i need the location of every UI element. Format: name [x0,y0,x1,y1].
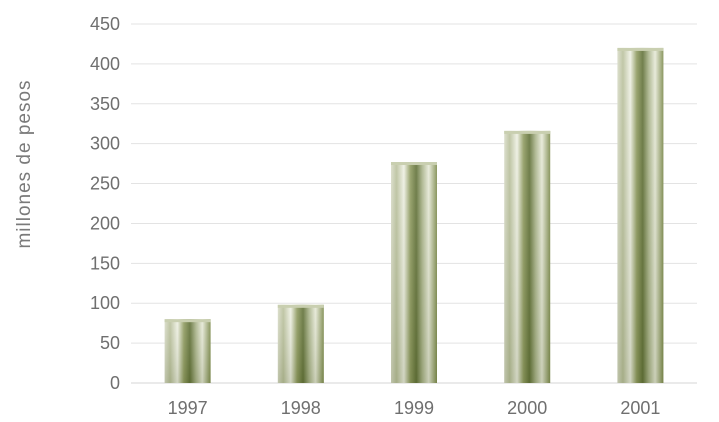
bar-cap [391,162,437,165]
x-tick-label: 1997 [168,398,208,418]
y-axis-title: millones de pesos [14,79,35,248]
y-tick-label: 0 [110,373,120,393]
bar-cap [165,319,211,322]
bar-shade [617,48,663,383]
y-tick-label: 250 [90,174,120,194]
bar-shade [165,319,211,383]
x-tick-label: 2000 [507,398,547,418]
y-tick-label: 300 [90,134,120,154]
x-tick-label: 2001 [620,398,660,418]
y-axis-tick-labels: 0 50 100 150 200 250 300 350 400 450 [90,14,120,393]
bar-cap [504,131,550,134]
y-tick-label: 200 [90,213,120,233]
bars [165,48,664,383]
y-tick-label: 400 [90,54,120,74]
y-tick-label: 350 [90,94,120,114]
bar-2001 [617,48,663,383]
bar-cap [617,48,663,51]
x-tick-label: 1999 [394,398,434,418]
y-tick-label: 100 [90,293,120,313]
bar-1998 [278,305,324,383]
bar-shade [391,162,437,383]
bar-shade [278,305,324,383]
bar-cap [278,305,324,308]
y-tick-label: 150 [90,253,120,273]
y-tick-label: 450 [90,14,120,34]
bar-2000 [504,131,550,383]
x-tick-label: 1998 [281,398,321,418]
bar-shade [504,131,550,383]
x-axis-tick-labels: 1997 1998 1999 2000 2001 [168,398,661,418]
bar-1999 [391,162,437,383]
bar-1997 [165,319,211,383]
y-tick-label: 50 [100,333,120,353]
